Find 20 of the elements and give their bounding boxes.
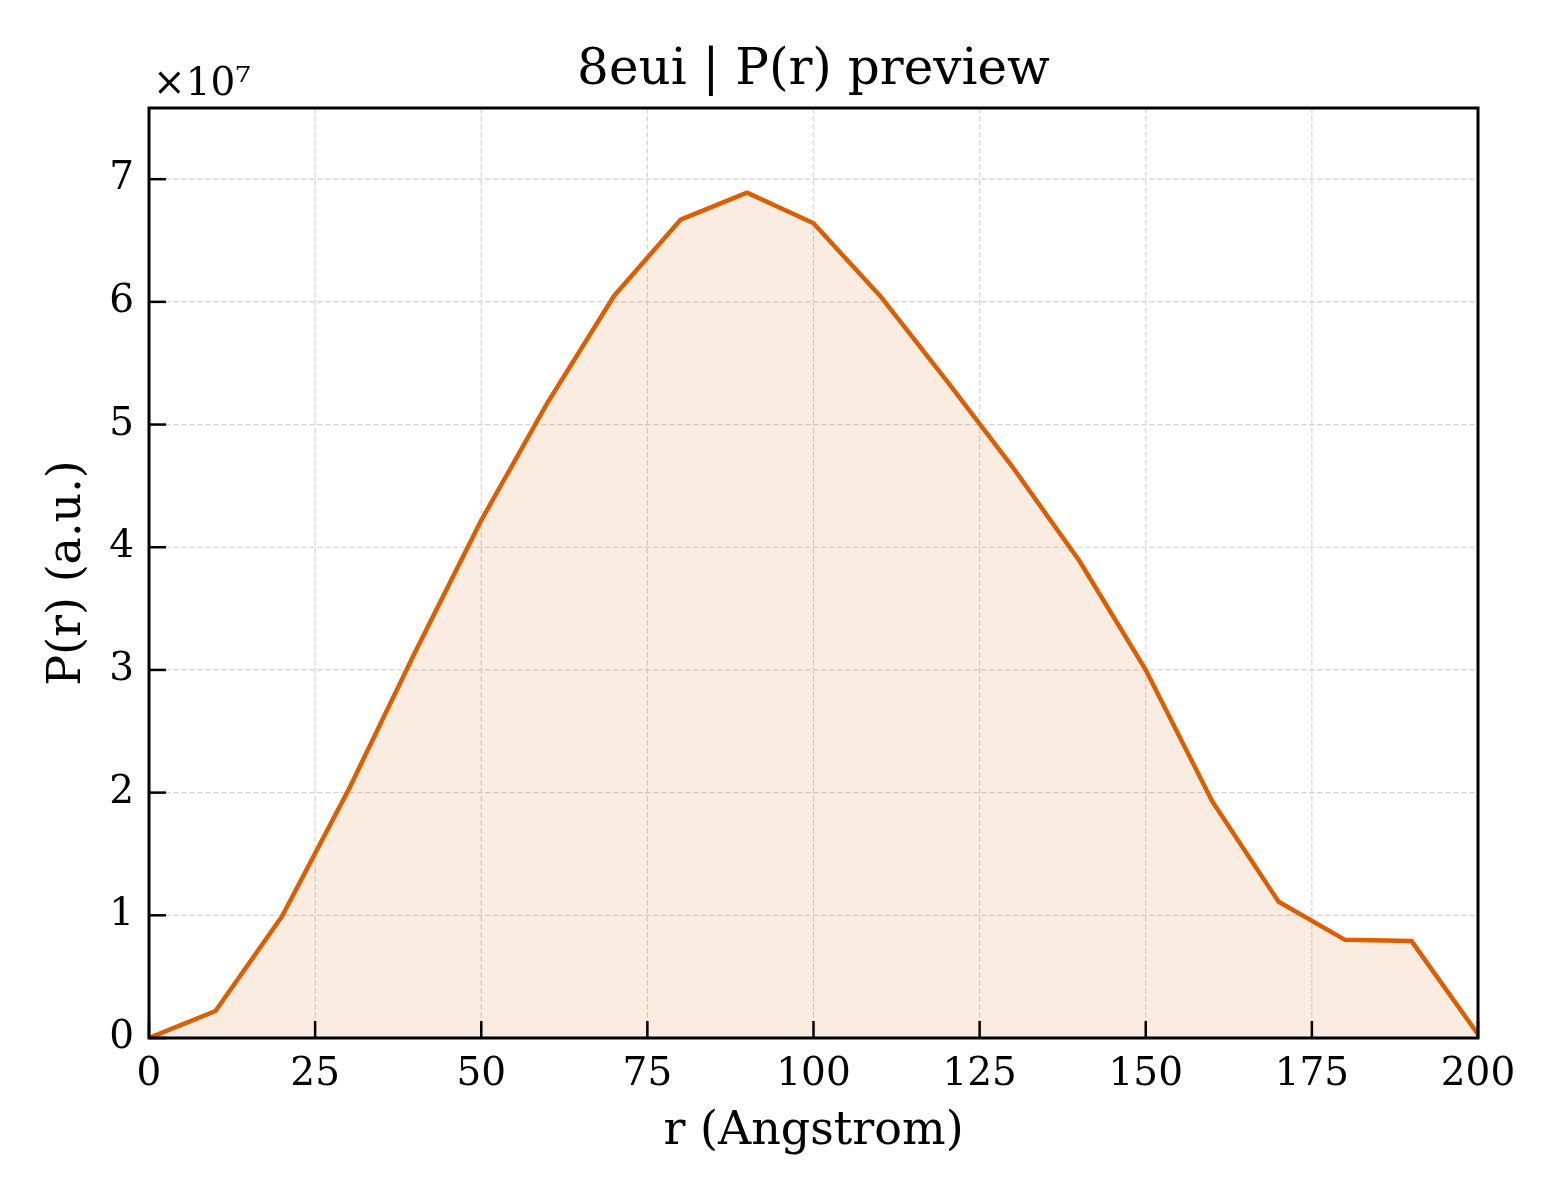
x-tick-label: 125 (942, 1048, 1017, 1094)
y-tick-label: 6 (109, 275, 134, 321)
y-tick-label: 5 (109, 398, 134, 444)
x-tick-label: 75 (622, 1048, 673, 1094)
y-tick-label: 7 (109, 153, 134, 199)
y-axis-title: P(r) (a.u.) (36, 460, 91, 686)
x-tick-label: 100 (776, 1048, 851, 1094)
y-tick-label: 4 (109, 521, 134, 567)
y-tick-label: 0 (109, 1012, 134, 1058)
x-tick-label: 50 (456, 1048, 507, 1094)
y-tick-label: 1 (109, 889, 134, 935)
x-axis-title: r (Angstrom) (663, 1101, 964, 1156)
x-tick-label: 25 (290, 1048, 340, 1094)
text: ×10⁷ (153, 59, 251, 104)
x-tick-label: 150 (1108, 1048, 1183, 1094)
chart-title: 8eui | P(r) preview (577, 38, 1051, 96)
x-tick-label: 175 (1274, 1048, 1350, 1094)
x-tick-label: 200 (1440, 1048, 1516, 1094)
y-tick-label: 2 (109, 766, 134, 812)
y-tick-label: 3 (109, 644, 134, 690)
